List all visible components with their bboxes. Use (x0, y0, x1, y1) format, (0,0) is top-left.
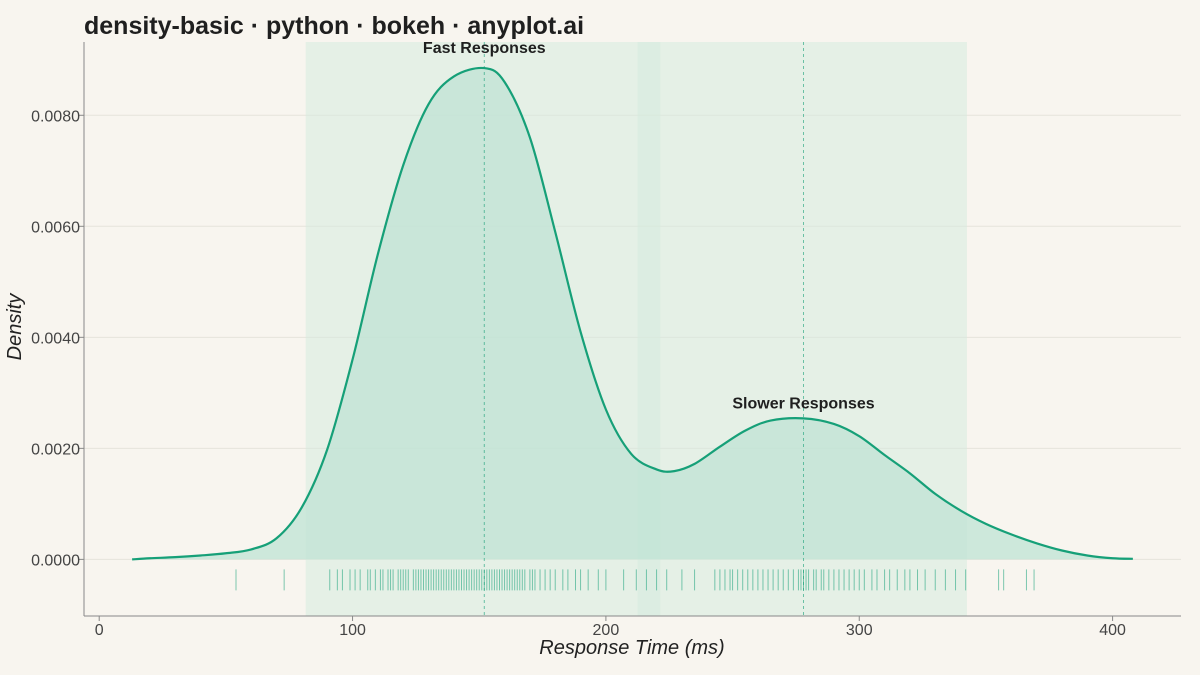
y-axis-label: Density (4, 293, 26, 361)
x-tick-label: 0 (95, 622, 104, 639)
density-series (132, 66, 1133, 561)
density-line (132, 66, 1133, 561)
x-tick-label: 200 (593, 622, 620, 639)
annotations: Fast Responses Slower Responses (423, 40, 875, 412)
x-tick-label: 400 (1099, 622, 1126, 639)
annotation-label: Slower Responses (732, 395, 874, 412)
y-tick-label: 0.0080 (31, 108, 80, 125)
y-tick-label: 0.0060 (31, 219, 80, 236)
y-tick-label: 0.0000 (31, 552, 80, 569)
annotation-label: Fast Responses (423, 40, 546, 57)
y-tick-label: 0.0020 (31, 441, 80, 458)
density-area (132, 67, 1133, 560)
y-tick-label: 0.0040 (31, 330, 80, 347)
x-tick-label: 100 (339, 622, 366, 639)
x-tick-label: 300 (846, 622, 873, 639)
rug-ticks (235, 569, 1035, 591)
axes: 0 100 200 300 400 0.0000 0.0020 0.0040 0.0060 0.0… (31, 42, 1181, 639)
chart-title: density-basic · python · bokeh · anyplot… (84, 12, 584, 40)
x-axis-label: Response Time (ms) (539, 637, 724, 659)
